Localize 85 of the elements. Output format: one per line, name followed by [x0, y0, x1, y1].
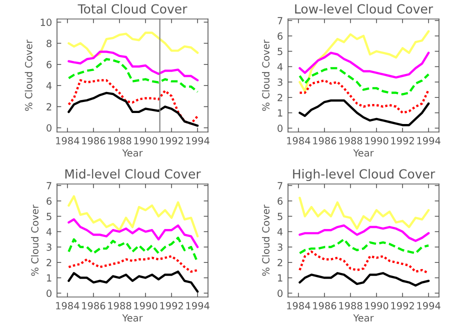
y-tick-label: 2: [46, 258, 52, 266]
x-tick-label: 1992: [160, 137, 183, 144]
x-tick-label: 1992: [160, 302, 183, 310]
chart-title: High-level Cloud Cover: [293, 168, 436, 182]
line-series: [68, 79, 199, 125]
x-axis-title: Year: [122, 314, 143, 322]
x-tick-label: 1992: [391, 302, 414, 310]
y-tick-label: 8: [46, 40, 52, 48]
line-series: [68, 255, 199, 273]
line-series: [298, 99, 430, 126]
x-tick-label: 1984: [287, 302, 310, 310]
y-tick-label: 7: [278, 17, 282, 24]
y-tick-label: 6: [46, 60, 52, 68]
y-tick-label: 6: [46, 197, 52, 205]
x-axis-title: Year: [353, 314, 374, 322]
x-tick-label: 1994: [417, 137, 440, 144]
x-tick-label: 1990: [134, 137, 158, 144]
x-tick-label: 1994: [186, 302, 210, 310]
y-tick-label: 7: [278, 182, 282, 190]
line-series: [298, 79, 430, 114]
x-axis-title: Year: [122, 149, 143, 157]
line-series: [298, 52, 430, 79]
y-tick-label: 2: [278, 94, 282, 102]
x-tick-label: 1988: [108, 137, 132, 144]
x-tick-label: 1986: [313, 302, 336, 310]
chart-title: Low-level Cloud Cover: [295, 4, 434, 14]
y-tick-label: 4: [46, 228, 52, 236]
line-series: [68, 32, 199, 58]
y-tick-label: 5: [278, 212, 282, 220]
y-tick-label: 1: [278, 109, 282, 116]
line-series: [298, 238, 430, 254]
y-axis-title: % Cloud Cover: [30, 204, 39, 276]
line-series: [298, 67, 430, 96]
y-tick-label: 5: [278, 48, 282, 56]
line-series: [298, 272, 430, 287]
y-tick-label: 5: [46, 212, 52, 220]
line-series: [298, 30, 430, 92]
line-series: [298, 250, 430, 274]
y-tick-label: 2: [278, 258, 282, 266]
line-series: [298, 196, 430, 230]
y-tick-label: 1: [47, 274, 52, 282]
y-tick-label: 4: [277, 228, 283, 236]
y-tick-label: 3: [278, 78, 282, 86]
x-tick-label: 1994: [417, 302, 440, 310]
x-tick-label: 1988: [339, 302, 362, 310]
x-axis-title: Year: [353, 149, 374, 157]
x-tick-label: 1990: [134, 302, 158, 310]
line-series: [68, 92, 199, 127]
y-axis-title: % Cloud Cover: [24, 40, 32, 111]
line-series: [68, 50, 199, 82]
y-tick-label: 10: [40, 18, 52, 26]
line-series: [298, 224, 430, 242]
x-tick-label: 1990: [365, 302, 388, 310]
x-tick-label: 1986: [313, 137, 336, 144]
x-tick-label: 1992: [391, 137, 414, 144]
y-tick-label: 4: [46, 82, 52, 90]
y-tick-label: 4: [277, 63, 283, 70]
x-tick-label: 1986: [82, 302, 106, 310]
y-tick-label: 0: [46, 124, 52, 132]
chart-title: Total Cloud Cover: [78, 4, 188, 14]
chart-title: Mid-level Cloud Cover: [65, 168, 201, 179]
line-series: [68, 195, 199, 238]
y-tick-label: 6: [278, 197, 283, 205]
y-tick-label: 1: [278, 274, 282, 282]
x-tick-label: 1984: [287, 137, 310, 144]
y-tick-label: 0: [278, 290, 282, 297]
y-axis-title: % Cloud Cover: [262, 40, 270, 111]
y-tick-label: 7: [46, 182, 52, 190]
x-tick-label: 1994: [186, 137, 210, 144]
y-tick-label: 3: [46, 244, 52, 251]
x-tick-label: 1984: [56, 302, 80, 310]
x-tick-label: 1984: [56, 137, 80, 144]
y-tick-label: 0: [278, 124, 282, 132]
y-tick-label: 0: [46, 290, 52, 297]
y-tick-label: 6: [278, 32, 283, 40]
y-tick-label: 3: [278, 244, 282, 251]
x-tick-label: 1990: [365, 137, 388, 144]
x-tick-label: 1988: [108, 302, 132, 310]
y-axis-title: % Cloud Cover: [262, 204, 270, 276]
x-tick-label: 1986: [82, 137, 106, 144]
line-series: [68, 270, 199, 293]
y-tick-label: 2: [46, 103, 52, 110]
line-series: [68, 218, 199, 248]
line-series: [68, 58, 199, 93]
x-tick-label: 1988: [339, 137, 362, 144]
